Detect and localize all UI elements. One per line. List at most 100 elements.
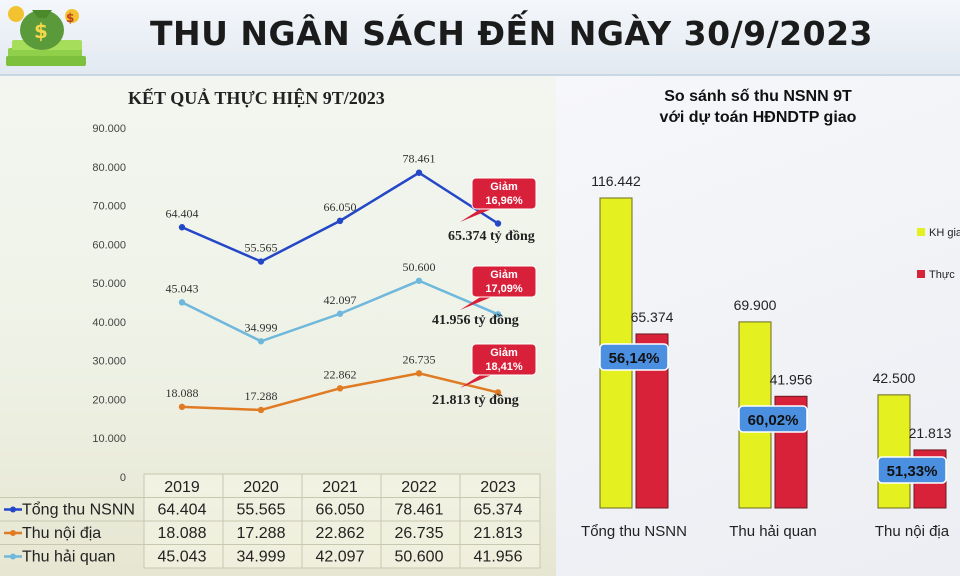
series-line	[181, 171, 499, 263]
bar-chart-title: So sánh số thu NSNN 9T với dự toán HĐNDT…	[556, 86, 960, 128]
y-tick-label: 50.000	[92, 278, 126, 290]
table-cell: 34.999	[237, 549, 286, 566]
category-label: Thu hải quan	[729, 523, 817, 540]
data-label: 55.565	[245, 241, 278, 255]
legend-swatch	[917, 228, 925, 236]
data-label: 66.050	[324, 200, 357, 214]
table-cell: 78.461	[395, 502, 444, 519]
data-point	[178, 224, 186, 231]
data-point	[336, 217, 344, 225]
decrease-badge	[471, 343, 537, 376]
legend-marker	[10, 530, 16, 536]
data-label: 64.404	[166, 206, 199, 220]
x-tick-label: 2019	[164, 479, 200, 496]
data-point	[494, 220, 502, 227]
badge-pointer	[460, 374, 494, 388]
plan-value-label: 116.442	[591, 173, 641, 189]
data-label: 34.999	[245, 320, 278, 334]
data-point	[415, 169, 423, 176]
data-label: 18.088	[166, 386, 199, 400]
legend-marker	[10, 553, 16, 560]
header-bar: $ $ THU NGÂN SÁCH ĐẾN NGÀY 30/9/2023	[0, 0, 960, 76]
legend-label: Tổng thu NSNN	[22, 501, 135, 519]
table-cell: 45.043	[158, 549, 207, 566]
bar-chart-title-line-1: So sánh số thu NSNN 9T	[664, 88, 852, 105]
data-point	[494, 389, 502, 396]
y-tick-label: 20.000	[92, 394, 126, 406]
end-value-label: 21.813 tỷ đồng	[432, 393, 519, 408]
percent-box	[877, 456, 947, 484]
badge-pointer	[460, 296, 494, 310]
percent-label: 60,02%	[748, 412, 799, 429]
y-tick-label: 80.000	[92, 162, 126, 174]
table-cell: 66.050	[316, 502, 365, 519]
x-tick-label: 2023	[480, 479, 516, 496]
line-chart-panel: KẾT QUẢ THỰC HIỆN 9T/2023 0 10.000 20.000 3…	[0, 76, 556, 576]
data-point	[415, 277, 423, 284]
percent-box	[738, 405, 808, 433]
percent-box	[599, 343, 669, 371]
plan-value-label: 42.500	[873, 370, 916, 386]
end-value-label: 65.374 tỷ đồng	[448, 229, 535, 244]
badge-pointer	[460, 208, 494, 222]
table-cell: 42.097	[316, 549, 365, 566]
end-value-label: 41.956 tỷ đồng	[432, 313, 519, 328]
table-cell: 26.735	[395, 525, 444, 542]
data-point	[178, 299, 186, 306]
money-bag-logo-icon: $ $	[6, 6, 86, 66]
percent-label: 51,33%	[887, 463, 938, 480]
data-point	[257, 406, 265, 414]
data-label: 42.097	[324, 293, 357, 307]
data-point	[178, 403, 186, 411]
percent-label: 56,14%	[609, 350, 660, 367]
data-label: 26.735	[403, 352, 436, 366]
badge-label: Giảm	[490, 347, 518, 359]
legend-marker	[10, 506, 16, 513]
x-tick-label: 2022	[401, 479, 437, 496]
x-tick-label: 2021	[322, 479, 358, 496]
data-label: 78.461	[403, 152, 436, 166]
bar-chart: 116.442 65.374 56,14% Tổng thu NSNN 69.900 41…	[581, 173, 960, 540]
legend-swatch	[917, 270, 925, 278]
line-chart-title: KẾT QUẢ THỰC HIỆN 9T/2023	[128, 88, 385, 108]
data-point	[257, 258, 265, 265]
category-label: Thu nội địa	[875, 523, 950, 540]
badge-value: 16,96%	[485, 195, 523, 207]
plan-value-label: 69.900	[734, 297, 777, 313]
svg-text:$: $	[66, 11, 74, 25]
legend-label: Thực	[929, 269, 955, 281]
y-tick-label: 70.000	[92, 201, 126, 213]
actual-value-label: 21.813	[909, 425, 952, 441]
bar-chart-title-line-2: với dự toán HĐNDTP giao	[659, 109, 857, 126]
table-cell: 22.862	[316, 525, 365, 542]
bar-chart-panel: So sánh số thu NSNN 9T với dự toán HĐNDT…	[556, 76, 960, 576]
badge-value: 18,41%	[485, 361, 523, 373]
data-point	[415, 370, 423, 377]
legend-label: KH gia	[929, 227, 960, 239]
table-cell: 55.565	[237, 502, 286, 519]
y-tick-label: 0	[120, 472, 126, 484]
y-tick-label: 10.000	[92, 433, 126, 445]
table-cell: 18.088	[158, 525, 207, 542]
data-label: 50.600	[403, 260, 436, 274]
table-cell: 64.404	[158, 502, 207, 519]
decrease-badge	[471, 265, 537, 298]
legend-label: Thu hải quan	[22, 549, 115, 566]
y-tick-label: 40.000	[92, 317, 126, 329]
page-title: THU NGÂN SÁCH ĐẾN NGÀY 30/9/2023	[150, 14, 874, 53]
data-label: 17.288	[245, 389, 278, 403]
table-cell: 17.288	[237, 525, 286, 542]
table-cell: 65.374	[474, 502, 523, 519]
data-point	[336, 310, 344, 317]
table-cell: 50.600	[395, 549, 444, 566]
data-point	[336, 385, 344, 392]
plan-bar	[877, 394, 911, 509]
actual-value-label: 65.374	[631, 309, 674, 325]
svg-text:$: $	[34, 19, 48, 43]
badge-label: Giảm	[490, 181, 518, 193]
line-chart: 0 10.000 20.000 30.000 40.000 50.000 60.000 70.…	[0, 123, 541, 569]
y-tick-label: 90.000	[92, 123, 126, 135]
actual-value-label: 41.956	[770, 371, 813, 387]
badge-label: Giảm	[490, 269, 518, 281]
data-point	[494, 311, 502, 318]
